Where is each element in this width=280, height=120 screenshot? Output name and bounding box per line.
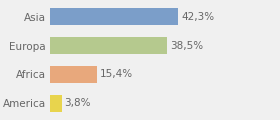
Text: 15,4%: 15,4% [100, 69, 133, 79]
Text: 42,3%: 42,3% [181, 12, 214, 22]
Bar [50, 8, 178, 25]
Bar [50, 37, 167, 54]
Text: 3,8%: 3,8% [65, 98, 91, 108]
Text: 38,5%: 38,5% [170, 41, 203, 51]
Bar [50, 66, 97, 83]
Bar [50, 95, 62, 112]
